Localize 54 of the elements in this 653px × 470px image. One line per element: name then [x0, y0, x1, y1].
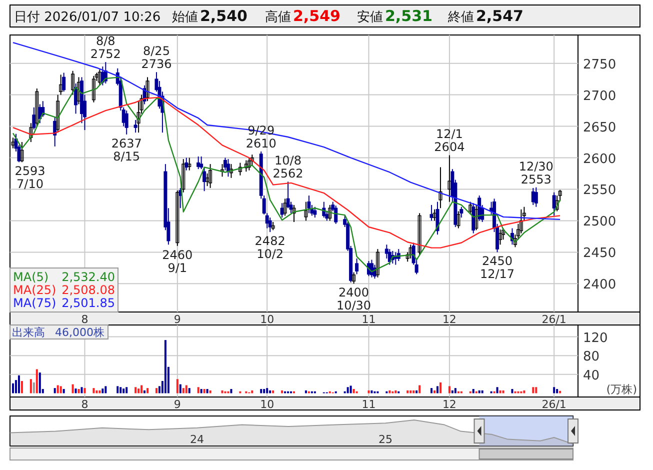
text: MA(75): [13, 296, 56, 310]
y-tick-label: 2500: [583, 214, 616, 230]
y-tick-label: 2650: [583, 120, 616, 136]
annotation: 2460 9/1: [162, 248, 193, 275]
text: 安値: [357, 9, 383, 25]
x-tick-label: 10: [260, 313, 274, 326]
x-tick-label: 10: [260, 398, 274, 411]
y-tick-label: 120: [583, 330, 608, 346]
text: 2,531: [385, 7, 432, 25]
x-tick-label: 26/1: [542, 398, 566, 411]
text: 始値: [172, 10, 198, 25]
annotation: 2,508.08: [62, 283, 115, 297]
annotation: 2593 7/10: [14, 164, 46, 192]
x-tick-label: 8: [81, 313, 88, 326]
y-tick-label: 2450: [583, 246, 616, 262]
y-tick-label: 2600: [583, 152, 616, 167]
chart-title: 日付 2026/01/07 10:26: [14, 10, 161, 25]
x-tick-label: 9: [174, 313, 181, 326]
text: MA(25): [13, 283, 56, 297]
annotation: 2637 8/15: [111, 136, 142, 164]
y-tick-label: 2700: [583, 88, 616, 104]
y-axis-title: (万株): [606, 383, 637, 396]
annotation: 12/1 2604: [434, 127, 465, 154]
y-tick-label: 40: [583, 368, 600, 384]
annotation: 2,501.85: [62, 296, 115, 310]
text: 2,547: [476, 7, 524, 25]
text: 高値: [265, 9, 291, 25]
annotation: 2450 12/17: [480, 254, 515, 282]
text: 2,549: [293, 7, 340, 25]
text: 終値: [447, 10, 474, 25]
text: 2,540: [200, 7, 248, 25]
x-tick-label: 8: [81, 398, 88, 411]
x-tick-label: 25: [378, 433, 393, 446]
annotation: 12/30 2553: [518, 159, 554, 186]
x-tick-label: 12: [442, 398, 456, 411]
x-tick-label: 26/1: [542, 313, 566, 326]
x-tick-label: 11: [362, 313, 376, 326]
x-tick-label: 9: [174, 398, 181, 411]
annotation: 10/8 2562: [272, 154, 304, 181]
annotation: 8/25 2736: [141, 44, 172, 72]
x-tick-label: 11: [362, 398, 376, 411]
text: MA(5): [13, 270, 49, 284]
annotation: 2,532.40: [62, 270, 115, 284]
annotation: 46,000株: [55, 326, 104, 339]
x-tick-label: 12: [442, 313, 456, 326]
annotation: 2482 10/2: [254, 234, 286, 262]
chart-title: 出来高: [12, 326, 45, 339]
y-tick-label: 2750: [583, 57, 616, 72]
x-tick-label: 24: [190, 433, 204, 446]
y-tick-label: 80: [583, 350, 600, 365]
y-tick-label: 2400: [583, 278, 616, 293]
y-tick-label: 2550: [583, 183, 616, 198]
annotation: 8/8 2752: [90, 34, 121, 62]
annotation: 2400 10/30: [336, 286, 372, 313]
